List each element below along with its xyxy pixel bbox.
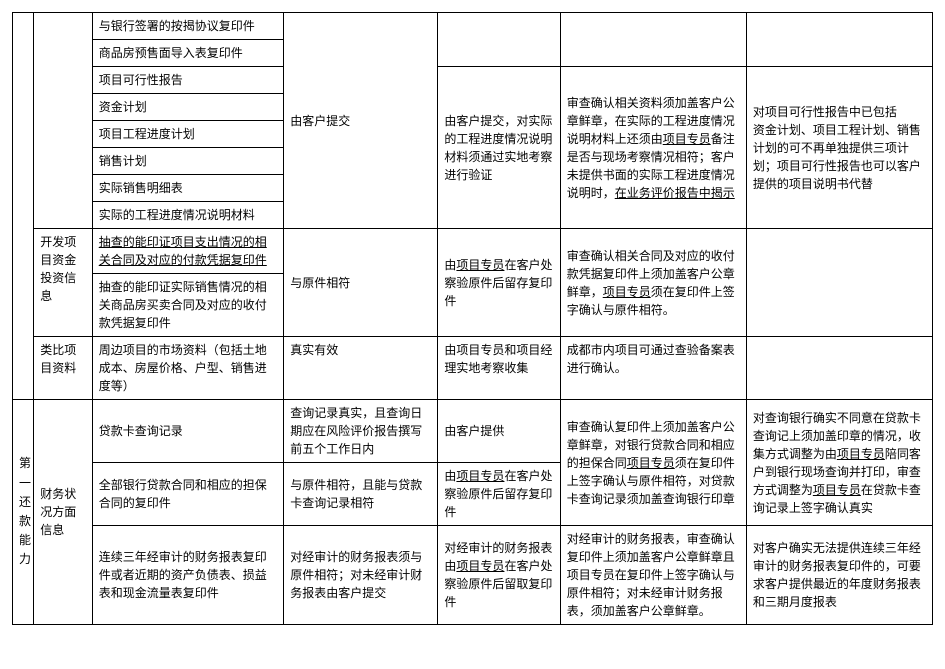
cell: 开发项目资金投资信息 (34, 229, 92, 337)
cell: 全部银行贷款合同和相应的担保合同的复印件 (92, 463, 283, 526)
cell: 审查确认复印件上须加盖客户公章鲜章，对银行贷款合同和相应的担保合同项目专员须在复… (560, 400, 746, 526)
cell: 类比项目资料 (34, 337, 92, 400)
t: 由 (444, 258, 456, 272)
cell: 抽查的能印证项目支出情况的相关合同及对应的付款凭据复印件 (92, 229, 283, 274)
t: 由 (444, 469, 456, 483)
cell: 对客户确实无法提供连续三年经审计的财务报表复印件的，可要求客户提供最近的年度财务… (746, 526, 932, 625)
t: 项目专员 (837, 447, 885, 461)
cell: 对经审计的财务报表须与原件相符；对未经审计财务报表由客户提交 (284, 526, 438, 625)
cell-blank (560, 13, 746, 67)
cell: 对查询银行确实不同意在贷款卡查询记上须加盖印章的情况，收集方式调整为由项目专员陪… (746, 400, 932, 526)
cell: 查询记录真实，且查询日期应在风险评价报告撰写前五个工作日内 (284, 400, 438, 463)
cell: 抽查的能印证实际销售情况的相关商品房买卖合同及对应的收付款凭据复印件 (92, 274, 283, 337)
cell: 商品房预售面导入表复印件 (92, 40, 283, 67)
cell: 由客户提交，对实际的工程进度情况说明材料须通过实地考察进行验证 (438, 67, 560, 229)
cell-blank (746, 337, 932, 400)
cell: 真实有效 (284, 337, 438, 400)
cell: 销售计划 (92, 148, 283, 175)
t: 抽查的能印证项目支出情况的相关合同及对应的付款凭据复印件 (99, 235, 267, 267)
cell: 财务状况方面信息 (34, 400, 92, 625)
vlabel: 第一还款能力 (19, 454, 31, 569)
t: 项目专员 (456, 469, 504, 483)
cell: 实际的工程进度情况说明材料 (92, 202, 283, 229)
document-table-main: 与银行签署的按揭协议复印件 由客户提交 商品房预售面导入表复印件 项目可行性报告… (12, 12, 933, 625)
cell-blank (746, 13, 932, 67)
t: 项目专员 (813, 483, 861, 497)
cell: 连续三年经审计的财务报表复印件或者近期的资产负债表、损益表和现金流量表复印件 (92, 526, 283, 625)
s2-col0: 第一还款能力 (13, 400, 34, 625)
t: 项目专员 (456, 559, 504, 573)
cell: 资金计划 (92, 94, 283, 121)
cell: 审查确认相关资料须加盖客户公章鲜章，在实际的工程进度情况说明材料上还须由项目专员… (560, 67, 746, 229)
cell: 由客户提供 (438, 400, 560, 463)
cell: 由项目专员在客户处察验原件后留存复印件 (438, 229, 560, 337)
cell: 周边项目的市场资料（包括土地成本、房屋价格、户型、销售进度等） (92, 337, 283, 400)
cell: 审查确认相关合同及对应的收付款凭据复印件上须加盖客户公章鲜章，项目专员须在复印件… (560, 229, 746, 337)
t: 项目专员 (663, 132, 711, 146)
cell-blank (438, 13, 560, 67)
cell: 成都市内项目可通过查验备案表进行确认。 (560, 337, 746, 400)
cell-blank (746, 229, 932, 337)
t: 在业务评价报告中揭示 (615, 186, 735, 200)
cell: 由项目专员和项目经理实地考察收集 (438, 337, 560, 400)
cell: 实际销售明细表 (92, 175, 283, 202)
t: 项目专员 (627, 456, 675, 470)
s1-col0 (13, 13, 34, 400)
cell: 由客户提交 (284, 13, 438, 229)
t: 项目专员 (456, 258, 504, 272)
cell: 项目工程进度计划 (92, 121, 283, 148)
s1-col1-blank (34, 13, 92, 229)
cell: 对经审计的财务报表，审查确认复印件上须加盖客户公章鲜章且项目专员在复印件上签字确… (560, 526, 746, 625)
cell: 贷款卡查询记录 (92, 400, 283, 463)
cell: 由项目专员在客户处察验原件后留存复印件 (438, 463, 560, 526)
cell: 对经审计的财务报表由项目专员在客户处察验原件后留取复印件 (438, 526, 560, 625)
cell: 与银行签署的按揭协议复印件 (92, 13, 283, 40)
t: 项目专员 (603, 285, 651, 299)
cell: 与原件相符 (284, 229, 438, 337)
cell: 对项目可行性报告中已包括 资金计划、项目工程计划、销售计划的可不再单独提供三项计… (746, 67, 932, 229)
cell: 项目可行性报告 (92, 67, 283, 94)
cell: 与原件相符，且能与贷款卡查询记录相符 (284, 463, 438, 526)
